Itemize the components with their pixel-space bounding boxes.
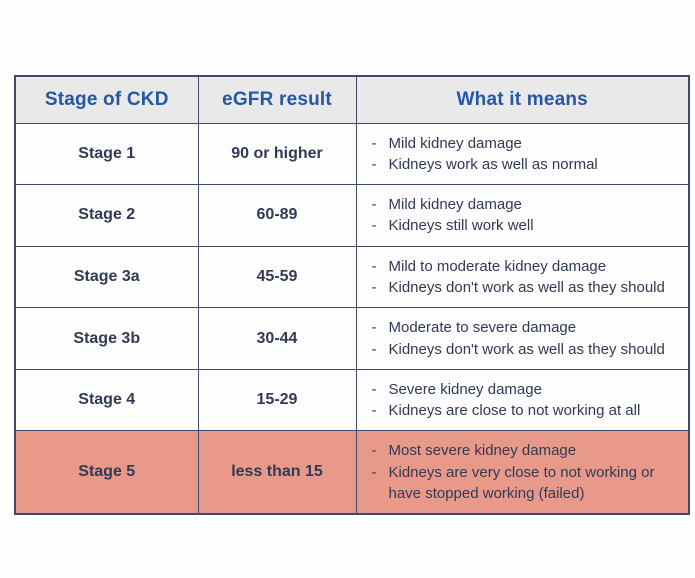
meaning-item: - Kidneys are close to not working at all bbox=[372, 400, 667, 421]
meaning-text: Kidneys are very close to not working or… bbox=[388, 463, 655, 503]
meaning-cell: - Severe kidney damage - Kidneys are close … bbox=[355, 368, 690, 432]
meaning-cell: - Mild kidney damage - Kidneys still work w… bbox=[355, 184, 690, 247]
table-body: Stage 1 90 or higher - Mild kidney damage - K… bbox=[14, 122, 690, 515]
egfr-cell: 30-44 bbox=[197, 307, 357, 370]
bullet-dash: - bbox=[371, 278, 377, 296]
table-row: Stage 4 15-29- Severe kidney damage - Kidney… bbox=[14, 368, 690, 432]
meaning-cell: - Mild to moderate kidney damage - Kidneys … bbox=[355, 245, 690, 309]
meaning-text: Kidneys don't work as well as they shoul… bbox=[388, 340, 665, 358]
meaning-item: - Mild kidney damage bbox=[372, 194, 667, 215]
stage-cell: Stage 4 bbox=[14, 368, 199, 432]
meaning-item: - Kidneys are very close to not working o… bbox=[372, 462, 667, 505]
stage-cell: Stage 2 bbox=[14, 184, 199, 247]
bullet-dash: - bbox=[371, 134, 377, 152]
bullet-dash: - bbox=[371, 257, 377, 275]
meaning-text: Most severe kidney damage bbox=[388, 442, 577, 460]
meaning-text: Mild to moderate kidney damage bbox=[388, 257, 607, 275]
stage-cell: Stage 3a bbox=[14, 245, 199, 309]
egfr-cell: 90 or higher bbox=[197, 122, 357, 186]
egfr-cell: 60-89 bbox=[197, 184, 357, 247]
bullet-dash: - bbox=[371, 402, 377, 420]
meaning-cell: - Mild kidney damage - Kidneys work as well… bbox=[355, 122, 690, 186]
bullet-dash: - bbox=[371, 380, 377, 398]
meaning-text: Moderate to severe damage bbox=[388, 319, 577, 337]
header-stage-of-ckd: Stage of CKD bbox=[14, 75, 199, 124]
meaning-text: Mild kidney damage bbox=[388, 134, 522, 152]
egfr-cell: 15-29 bbox=[197, 368, 357, 432]
meaning-item: - Kidneys don't work as well as they shou… bbox=[372, 277, 667, 298]
egfr-cell: less than 15 bbox=[197, 430, 357, 515]
meaning-text: Severe kidney damage bbox=[388, 380, 542, 398]
table-row: Stage 2 60-89- Mild kidney damage - Kidneys … bbox=[14, 184, 690, 247]
meaning-item: - Kidneys still work well bbox=[372, 215, 667, 236]
meaning-item: - Kidneys don't work as well as they shou… bbox=[372, 339, 667, 360]
meaning-item: - Severe kidney damage bbox=[372, 379, 667, 400]
bullet-dash: - bbox=[371, 340, 377, 358]
meaning-cell: - Moderate to severe damage - Kidneys don't… bbox=[355, 307, 690, 370]
stage-cell: Stage 5 bbox=[14, 430, 199, 515]
table-row: Stage 1 90 or higher - Mild kidney damage - K… bbox=[14, 122, 690, 186]
meaning-text: Kidneys don't work as well as they shoul… bbox=[388, 278, 665, 296]
meaning-item: - Moderate to severe damage bbox=[372, 317, 667, 338]
meaning-item: - Most severe kidney damage bbox=[372, 440, 667, 461]
bullet-dash: - bbox=[371, 442, 377, 460]
meaning-item: - Mild to moderate kidney damage bbox=[372, 256, 667, 277]
header-egfr-result: eGFR result bbox=[197, 75, 357, 124]
bullet-dash: - bbox=[371, 463, 377, 481]
meaning-text: Kidneys are close to not working at all bbox=[388, 402, 641, 420]
header-what-it-means: What it means bbox=[355, 75, 690, 124]
egfr-cell: 45-59 bbox=[197, 245, 357, 309]
stage-cell: Stage 3b bbox=[14, 307, 199, 370]
table-header: Stage of CKD eGFR result What it means bbox=[14, 75, 690, 124]
header-row: Stage of CKD eGFR result What it means bbox=[14, 75, 690, 124]
meaning-cell: - Most severe kidney damage - Kidneys are v… bbox=[355, 430, 690, 515]
ckd-stages-table: Stage of CKD eGFR result What it means S… bbox=[14, 75, 690, 516]
meaning-text: Kidneys work as well as normal bbox=[388, 155, 598, 173]
stage-cell: Stage 1 bbox=[14, 122, 199, 186]
bullet-dash: - bbox=[371, 217, 377, 235]
meaning-text: Kidneys still work well bbox=[388, 217, 534, 235]
bullet-dash: - bbox=[371, 155, 377, 173]
meaning-text: Mild kidney damage bbox=[388, 196, 522, 214]
table-row: Stage 3a 45-59- Mild to moderate kidney da… bbox=[14, 245, 690, 309]
meaning-item: - Kidneys work as well as normal bbox=[372, 154, 667, 175]
table-row: Stage 3b 30-44- Moderate to severe damage -… bbox=[14, 307, 690, 370]
bullet-dash: - bbox=[371, 319, 377, 337]
bullet-dash: - bbox=[371, 196, 377, 214]
table-row: Stage 5 less than 15- Most severe kidney d… bbox=[14, 430, 690, 515]
meaning-item: - Mild kidney damage bbox=[372, 133, 667, 154]
